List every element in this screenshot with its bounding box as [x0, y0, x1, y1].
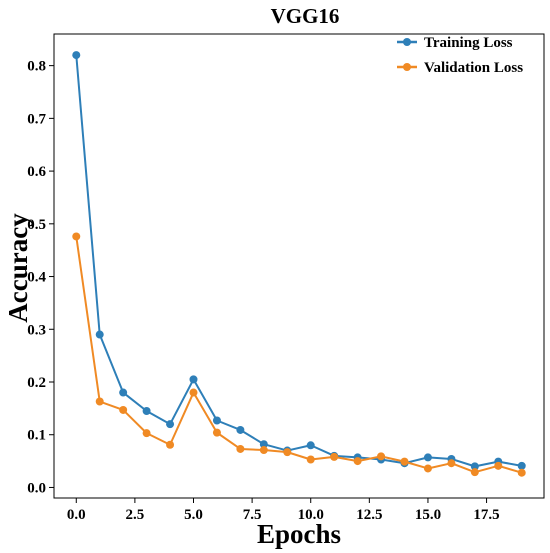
- validation-loss-point: [189, 388, 198, 397]
- legend: Training Loss Validation Loss: [397, 35, 523, 76]
- x-tick-label: 7.5: [243, 507, 262, 523]
- training-loss-point: [236, 425, 245, 434]
- training-loss-point: [95, 330, 104, 339]
- training-loss-legend-marker: [403, 38, 411, 46]
- validation-loss-point: [119, 405, 128, 414]
- x-tick-label: 12.5: [356, 507, 382, 523]
- validation-loss-point: [494, 461, 503, 470]
- validation-loss-point: [353, 457, 362, 466]
- y-tick-label: 0.4: [27, 270, 46, 286]
- y-tick-label: 0.0: [27, 480, 46, 496]
- training-loss-point: [212, 416, 221, 425]
- training-loss-line: [75, 55, 522, 468]
- x-tick-label: 5.0: [184, 507, 203, 523]
- validation-loss-point: [259, 446, 268, 455]
- x-tick-label: 17.5: [473, 507, 499, 523]
- validation-loss-point: [236, 444, 245, 453]
- x-tick-label: 15.0: [415, 507, 441, 523]
- plot-frame: [53, 33, 545, 499]
- training-loss-point: [189, 375, 198, 384]
- validation-loss-point: [306, 455, 315, 464]
- validation-loss-point: [72, 232, 81, 241]
- training-loss-point: [423, 453, 432, 462]
- validation-loss-point: [166, 440, 175, 449]
- validation-loss-point: [95, 397, 104, 406]
- y-tick-label: 0.7: [27, 111, 46, 127]
- x-tick-label: 0.0: [67, 507, 86, 523]
- validation-loss-point: [212, 428, 221, 437]
- y-tick-label: 0.6: [27, 164, 46, 180]
- training-loss-point: [306, 441, 315, 450]
- training-loss-point: [517, 461, 526, 470]
- training-loss-point: [72, 51, 81, 60]
- validation-loss-point: [423, 464, 432, 473]
- y-tick-label: 0.2: [27, 375, 46, 391]
- validation-loss-line: [75, 236, 523, 474]
- y-tick-label: 0.5: [27, 217, 46, 233]
- chart-title: VGG16: [271, 4, 340, 28]
- validation-loss-point: [400, 457, 409, 466]
- training-loss-point: [142, 407, 151, 415]
- x-axis-label: Epochs: [257, 519, 341, 549]
- y-tick-label: 0.1: [27, 428, 46, 444]
- validation-loss-point: [142, 429, 151, 438]
- validation-loss-legend-marker: [403, 63, 411, 71]
- y-tick-label: 0.8: [27, 59, 46, 75]
- training-loss-point: [119, 388, 128, 397]
- x-axis-ticks: 0.0 2.5 5.0 7.5 10.0 12.5 15.0 17.5: [67, 498, 500, 523]
- training-loss-point: [470, 462, 479, 471]
- training-loss-point: [166, 420, 175, 429]
- validation-loss-point: [517, 468, 526, 477]
- series-layer: [72, 51, 526, 477]
- y-axis-ticks: 0.0 0.1 0.2 0.3 0.4 0.5 0.6 0.7 0.8: [27, 59, 54, 496]
- validation-loss-point: [330, 452, 339, 461]
- training-loss-point: [259, 440, 268, 449]
- validation-loss-point: [283, 448, 292, 457]
- validation-loss-legend-label: Validation Loss: [424, 60, 523, 76]
- y-tick-label: 0.3: [27, 322, 46, 338]
- validation-loss-point: [470, 468, 479, 477]
- validation-loss-point: [377, 452, 386, 461]
- x-tick-label: 2.5: [126, 507, 145, 523]
- validation-loss-point: [447, 459, 456, 468]
- training-loss-legend-label: Training Loss: [424, 35, 513, 51]
- y-axis-label: Accuracy: [3, 213, 33, 323]
- x-tick-label: 10.0: [298, 507, 324, 523]
